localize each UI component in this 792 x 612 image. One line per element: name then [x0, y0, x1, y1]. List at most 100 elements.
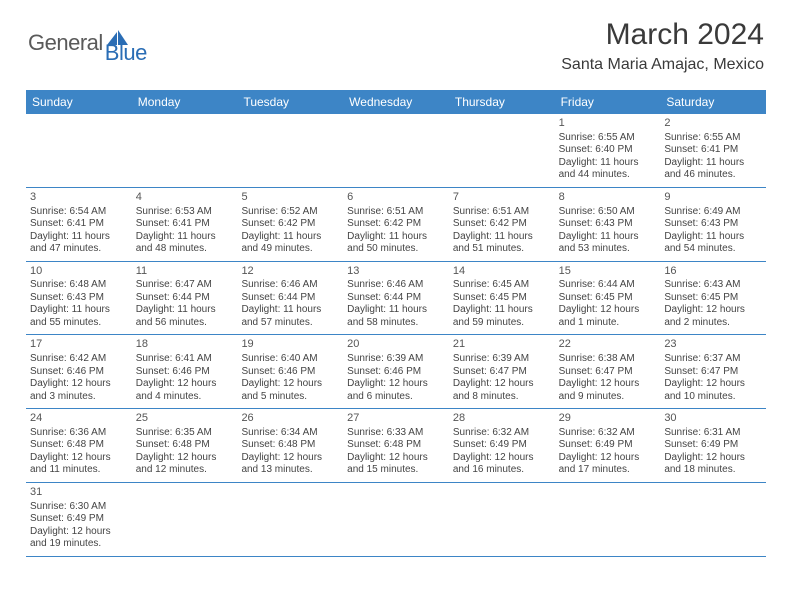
- calendar: SundayMondayTuesdayWednesdayThursdayFrid…: [26, 90, 766, 557]
- day-number: 25: [136, 412, 234, 426]
- daylight-text: Daylight: 12 hours: [30, 526, 128, 539]
- sunrise-text: Sunrise: 6:46 AM: [347, 279, 445, 292]
- calendar-cell: 14Sunrise: 6:45 AMSunset: 6:45 PMDayligh…: [449, 262, 555, 335]
- calendar-cell: 2Sunrise: 6:55 AMSunset: 6:41 PMDaylight…: [660, 114, 766, 187]
- calendar-cell-empty: [449, 483, 555, 556]
- calendar-cell: 10Sunrise: 6:48 AMSunset: 6:43 PMDayligh…: [26, 262, 132, 335]
- daylight-text: and 56 minutes.: [136, 317, 234, 330]
- daylight-text: Daylight: 11 hours: [664, 231, 762, 244]
- daylight-text: Daylight: 11 hours: [347, 231, 445, 244]
- day-number: 8: [559, 191, 657, 205]
- brand-logo: General Blue: [28, 30, 171, 56]
- calendar-cell: 9Sunrise: 6:49 AMSunset: 6:43 PMDaylight…: [660, 188, 766, 261]
- calendar-cell: 19Sunrise: 6:40 AMSunset: 6:46 PMDayligh…: [237, 335, 343, 408]
- day-number: 24: [30, 412, 128, 426]
- day-number: 6: [347, 191, 445, 205]
- daylight-text: Daylight: 12 hours: [453, 378, 551, 391]
- calendar-cell-empty: [132, 114, 238, 187]
- day-number: 9: [664, 191, 762, 205]
- sunset-text: Sunset: 6:42 PM: [347, 218, 445, 231]
- sunset-text: Sunset: 6:40 PM: [559, 144, 657, 157]
- daylight-text: Daylight: 12 hours: [136, 452, 234, 465]
- week-row: 10Sunrise: 6:48 AMSunset: 6:43 PMDayligh…: [26, 262, 766, 336]
- day-number: 29: [559, 412, 657, 426]
- daylight-text: and 19 minutes.: [30, 538, 128, 551]
- sunrise-text: Sunrise: 6:48 AM: [30, 279, 128, 292]
- calendar-cell: 31Sunrise: 6:30 AMSunset: 6:49 PMDayligh…: [26, 483, 132, 556]
- sunrise-text: Sunrise: 6:46 AM: [241, 279, 339, 292]
- sunset-text: Sunset: 6:48 PM: [136, 439, 234, 452]
- sunrise-text: Sunrise: 6:45 AM: [453, 279, 551, 292]
- daylight-text: and 44 minutes.: [559, 169, 657, 182]
- calendar-cell: 18Sunrise: 6:41 AMSunset: 6:46 PMDayligh…: [132, 335, 238, 408]
- day-header-row: SundayMondayTuesdayWednesdayThursdayFrid…: [26, 90, 766, 114]
- day-number: 16: [664, 265, 762, 279]
- sunrise-text: Sunrise: 6:30 AM: [30, 501, 128, 514]
- daylight-text: Daylight: 11 hours: [241, 231, 339, 244]
- sunset-text: Sunset: 6:49 PM: [664, 439, 762, 452]
- day-number: 23: [664, 338, 762, 352]
- daylight-text: Daylight: 11 hours: [30, 304, 128, 317]
- calendar-cell-empty: [449, 114, 555, 187]
- calendar-cell: 17Sunrise: 6:42 AMSunset: 6:46 PMDayligh…: [26, 335, 132, 408]
- day-number: 11: [136, 265, 234, 279]
- day-header: Tuesday: [237, 90, 343, 114]
- sunset-text: Sunset: 6:47 PM: [453, 366, 551, 379]
- sunset-text: Sunset: 6:43 PM: [559, 218, 657, 231]
- sunset-text: Sunset: 6:44 PM: [241, 292, 339, 305]
- sunset-text: Sunset: 6:46 PM: [136, 366, 234, 379]
- daylight-text: and 46 minutes.: [664, 169, 762, 182]
- calendar-cell: 30Sunrise: 6:31 AMSunset: 6:49 PMDayligh…: [660, 409, 766, 482]
- calendar-cell: 11Sunrise: 6:47 AMSunset: 6:44 PMDayligh…: [132, 262, 238, 335]
- day-number: 18: [136, 338, 234, 352]
- sunset-text: Sunset: 6:49 PM: [30, 513, 128, 526]
- sunset-text: Sunset: 6:41 PM: [30, 218, 128, 231]
- calendar-cell: 22Sunrise: 6:38 AMSunset: 6:47 PMDayligh…: [555, 335, 661, 408]
- day-number: 7: [453, 191, 551, 205]
- week-row: 24Sunrise: 6:36 AMSunset: 6:48 PMDayligh…: [26, 409, 766, 483]
- sunrise-text: Sunrise: 6:42 AM: [30, 353, 128, 366]
- daylight-text: Daylight: 12 hours: [664, 452, 762, 465]
- calendar-cell-empty: [132, 483, 238, 556]
- daylight-text: Daylight: 12 hours: [136, 378, 234, 391]
- sunset-text: Sunset: 6:44 PM: [136, 292, 234, 305]
- sunset-text: Sunset: 6:44 PM: [347, 292, 445, 305]
- weeks-container: 1Sunrise: 6:55 AMSunset: 6:40 PMDaylight…: [26, 114, 766, 557]
- sunrise-text: Sunrise: 6:51 AM: [347, 206, 445, 219]
- calendar-cell: 21Sunrise: 6:39 AMSunset: 6:47 PMDayligh…: [449, 335, 555, 408]
- month-title: March 2024: [561, 18, 764, 52]
- daylight-text: and 55 minutes.: [30, 317, 128, 330]
- daylight-text: Daylight: 11 hours: [559, 157, 657, 170]
- daylight-text: Daylight: 12 hours: [453, 452, 551, 465]
- daylight-text: Daylight: 11 hours: [136, 304, 234, 317]
- calendar-cell: 1Sunrise: 6:55 AMSunset: 6:40 PMDaylight…: [555, 114, 661, 187]
- daylight-text: Daylight: 11 hours: [241, 304, 339, 317]
- week-row: 31Sunrise: 6:30 AMSunset: 6:49 PMDayligh…: [26, 483, 766, 557]
- sunset-text: Sunset: 6:45 PM: [664, 292, 762, 305]
- daylight-text: and 50 minutes.: [347, 243, 445, 256]
- daylight-text: Daylight: 12 hours: [241, 378, 339, 391]
- daylight-text: Daylight: 11 hours: [136, 231, 234, 244]
- sunrise-text: Sunrise: 6:49 AM: [664, 206, 762, 219]
- sunset-text: Sunset: 6:48 PM: [30, 439, 128, 452]
- daylight-text: Daylight: 12 hours: [559, 378, 657, 391]
- daylight-text: Daylight: 12 hours: [30, 452, 128, 465]
- daylight-text: and 5 minutes.: [241, 391, 339, 404]
- daylight-text: Daylight: 11 hours: [559, 231, 657, 244]
- daylight-text: and 49 minutes.: [241, 243, 339, 256]
- sunrise-text: Sunrise: 6:35 AM: [136, 427, 234, 440]
- day-number: 27: [347, 412, 445, 426]
- daylight-text: Daylight: 11 hours: [30, 231, 128, 244]
- daylight-text: Daylight: 11 hours: [347, 304, 445, 317]
- sunrise-text: Sunrise: 6:53 AM: [136, 206, 234, 219]
- daylight-text: Daylight: 12 hours: [347, 378, 445, 391]
- daylight-text: Daylight: 11 hours: [664, 157, 762, 170]
- sunset-text: Sunset: 6:41 PM: [664, 144, 762, 157]
- daylight-text: Daylight: 11 hours: [453, 304, 551, 317]
- calendar-cell: 25Sunrise: 6:35 AMSunset: 6:48 PMDayligh…: [132, 409, 238, 482]
- sunset-text: Sunset: 6:42 PM: [241, 218, 339, 231]
- sunset-text: Sunset: 6:48 PM: [347, 439, 445, 452]
- day-number: 2: [664, 117, 762, 131]
- calendar-cell: 3Sunrise: 6:54 AMSunset: 6:41 PMDaylight…: [26, 188, 132, 261]
- daylight-text: and 9 minutes.: [559, 391, 657, 404]
